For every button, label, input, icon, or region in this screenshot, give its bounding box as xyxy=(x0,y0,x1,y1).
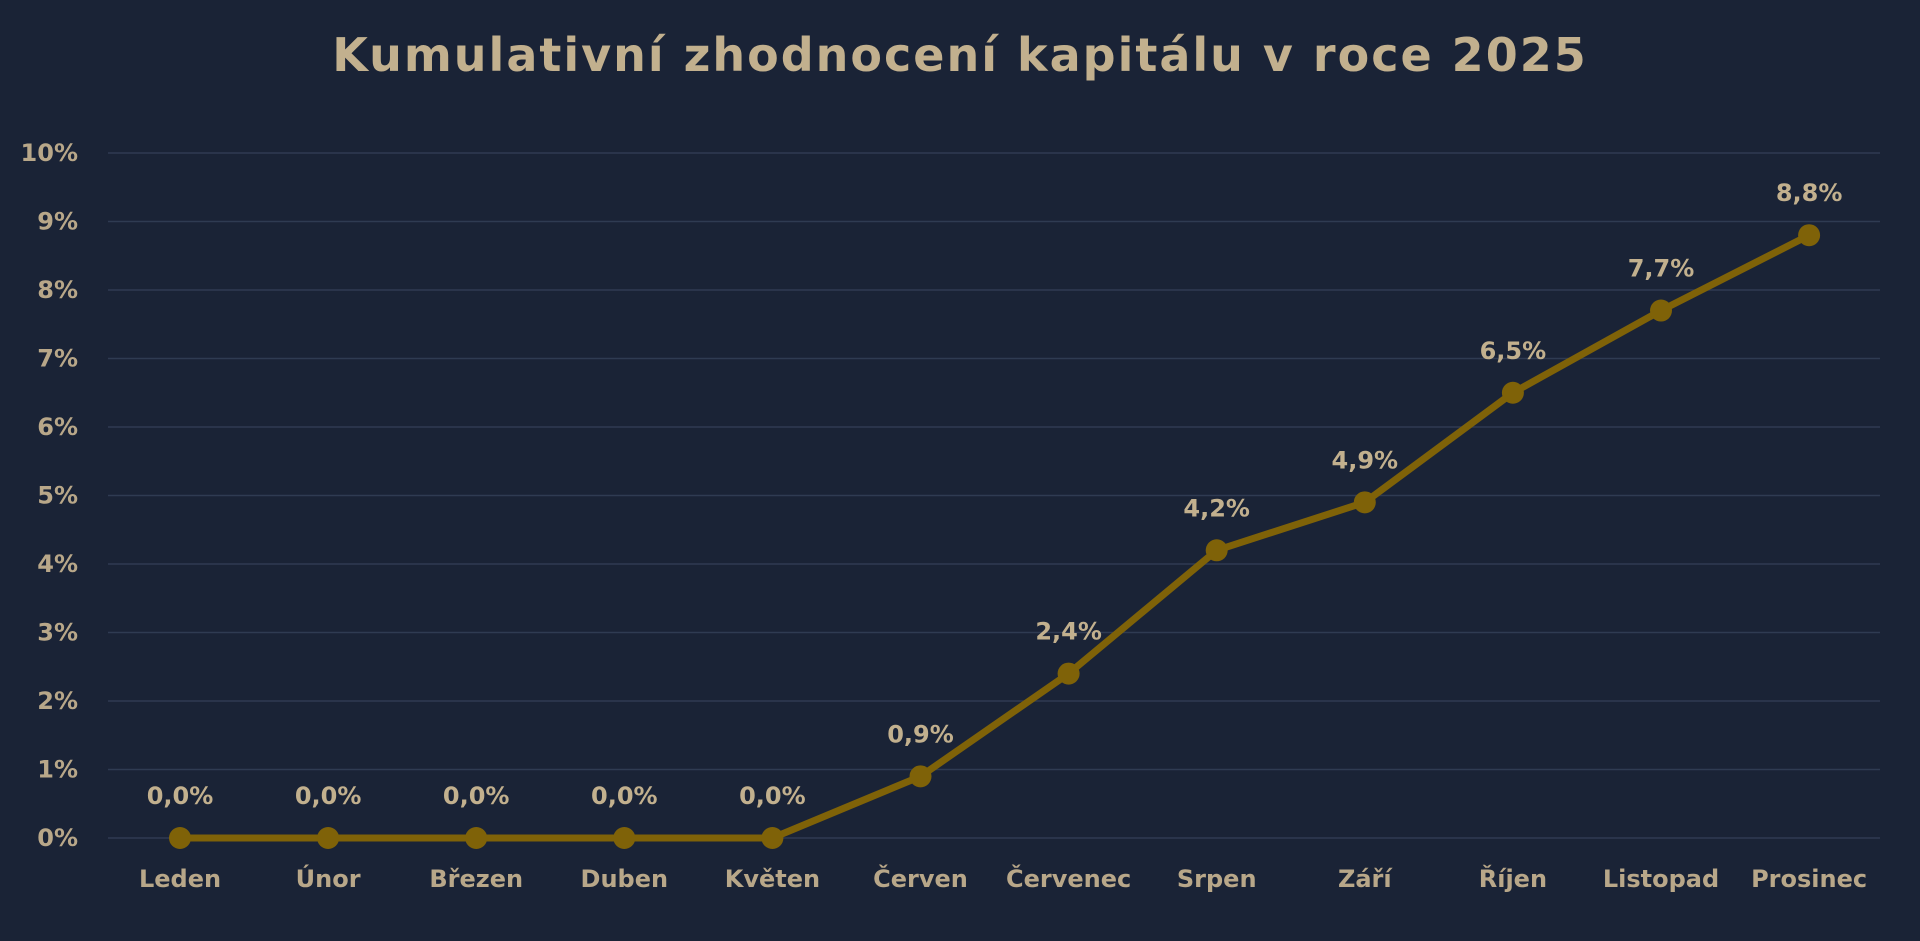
y-tick-label: 0% xyxy=(37,824,78,852)
data-label: 6,5% xyxy=(1480,337,1547,365)
x-tick-label: Srpen xyxy=(1177,865,1257,893)
data-labels: 0,0% 0,0% 0,0% 0,0% 0,0% 0,9% 2,4% 4,2% 4,9% 6,5%… xyxy=(147,179,1843,810)
x-tick-label: Září xyxy=(1338,865,1393,893)
data-label: 4,9% xyxy=(1332,446,1399,474)
x-axis-ticks: Leden Únor Březen Duben Květen Červen Červenec… xyxy=(139,863,1867,893)
x-tick-label: Duben xyxy=(581,865,669,893)
series-line xyxy=(176,231,1813,842)
data-point xyxy=(169,827,191,849)
data-point xyxy=(909,765,932,788)
x-tick-label: Leden xyxy=(139,865,221,893)
data-point xyxy=(1501,381,1524,404)
data-point xyxy=(1650,299,1672,322)
data-point xyxy=(613,827,636,849)
y-tick-label: 3% xyxy=(37,619,78,647)
y-axis-ticks: 0% 1% 2% 3% 4% 5% 6% 7% 8% 9% 10% xyxy=(21,139,78,852)
y-tick-label: 5% xyxy=(37,482,78,510)
y-tick-label: 9% xyxy=(37,208,78,236)
data-label: 2,4% xyxy=(1035,618,1102,646)
y-tick-label: 4% xyxy=(37,550,78,578)
data-label: 4,2% xyxy=(1183,494,1250,522)
y-tick-label: 8% xyxy=(37,276,78,304)
data-point xyxy=(1205,539,1228,562)
data-label: 0,0% xyxy=(295,782,362,810)
data-point xyxy=(317,827,340,849)
data-label: 0,0% xyxy=(591,782,658,810)
data-label: 0,0% xyxy=(147,782,214,810)
x-tick-label: Prosinec xyxy=(1751,865,1867,893)
data-label: 7,7% xyxy=(1628,255,1695,283)
data-label: 0,0% xyxy=(443,782,510,810)
x-tick-label: Červen xyxy=(873,863,968,893)
x-tick-label: Únor xyxy=(296,863,361,893)
data-point xyxy=(761,827,784,849)
data-label: 0,0% xyxy=(739,782,806,810)
y-tick-label: 6% xyxy=(37,413,78,441)
data-points xyxy=(169,224,1821,849)
x-tick-label: Březen xyxy=(429,865,523,893)
x-tick-label: Květen xyxy=(725,865,820,893)
x-tick-label: Říjen xyxy=(1479,864,1547,893)
y-tick-label: 7% xyxy=(37,345,78,373)
data-label: 8,8% xyxy=(1776,179,1843,207)
chart-title: Kumulativní zhodnocení kapitálu v roce 2… xyxy=(332,28,1588,82)
x-tick-label: Listopad xyxy=(1603,865,1719,893)
data-point xyxy=(1798,224,1821,247)
data-label: 0,9% xyxy=(887,720,954,748)
y-tick-label: 10% xyxy=(21,139,78,167)
y-tick-label: 2% xyxy=(37,687,78,715)
series-line-group xyxy=(176,231,1813,842)
data-point xyxy=(1057,662,1080,685)
x-tick-label: Červenec xyxy=(1006,863,1131,893)
gridlines xyxy=(108,152,1880,839)
y-tick-label: 1% xyxy=(37,756,78,784)
data-point xyxy=(1353,491,1376,514)
data-point xyxy=(465,827,488,849)
